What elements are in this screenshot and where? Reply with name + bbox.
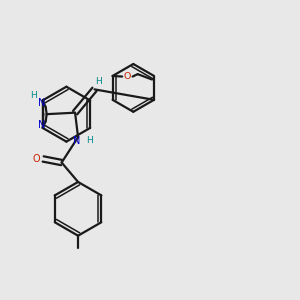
Text: H: H	[95, 77, 101, 86]
Text: N: N	[38, 120, 46, 130]
Text: N: N	[38, 98, 46, 108]
Text: O: O	[124, 72, 131, 81]
Text: H: H	[30, 91, 37, 100]
Text: H: H	[86, 136, 93, 145]
Text: N: N	[73, 136, 80, 146]
Text: O: O	[33, 154, 41, 164]
